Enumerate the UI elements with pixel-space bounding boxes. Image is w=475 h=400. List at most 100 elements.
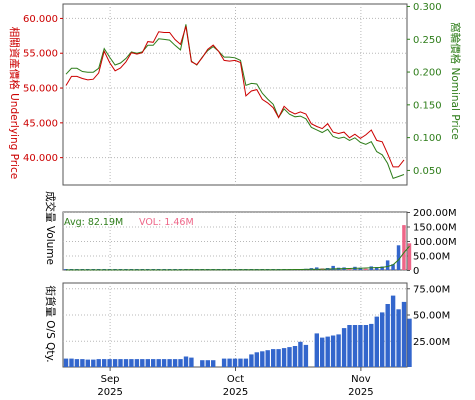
os-qty-bar [151,359,156,367]
os-qty-bar [385,304,390,367]
os-qty-bar [330,335,336,367]
os-qty-bar [200,360,205,367]
os-qty-bar [178,359,183,367]
left-y-tick-label: 60.000 [23,14,58,25]
os-qty-bar [134,359,140,367]
os-qty-bar [221,358,227,367]
volume-average-label: Avg: 82.19M [64,217,123,228]
os-qty-bar [211,360,216,367]
os-qty-bar [107,359,112,367]
x-tick-year-label: 2025 [223,387,248,398]
os-qty-bar [156,359,161,367]
os-qty-bar [341,328,347,367]
os-qty-y-tick-label: 25.00M [413,337,450,348]
os-qty-bar [96,359,101,367]
x-tick-year-label: 2025 [97,387,122,398]
left-y-tick-label: 50.000 [23,84,58,95]
left-y-tick-label: 45.000 [23,118,58,129]
os-qty-bar [172,359,178,367]
os-qty-bar [189,357,194,367]
os-qty-bar [298,341,303,367]
os-qty-bar [380,312,385,367]
os-qty-bar [63,358,69,367]
os-qty-bar [205,360,210,367]
os-qty-bar [320,337,325,367]
price-left-axis-label: 相關資產價格 Underlying Price [8,27,21,179]
os-qty-y-tick-label: 75.00M [413,284,450,295]
left-y-tick-label: 40.000 [23,153,58,164]
os-qty-bar [363,325,369,367]
os-qty-bar [374,316,379,367]
right-y-tick-label: 0.050 [413,166,442,177]
os-qty-bar [281,348,287,367]
os-qty-bar [314,333,319,367]
os-qty-bar [243,358,249,367]
price-right-axis-label: 窩輪價格 Nominal Price [449,22,462,140]
volume-bar [64,269,68,270]
os-qty-bar [123,359,129,367]
os-qty-bar [390,295,396,367]
os-qty-bar [69,358,74,367]
os-qty-bar [352,325,358,367]
volume-bar [396,245,401,270]
volume-y-tick-label: 50.00M [413,252,450,263]
os-qty-bar [167,359,172,367]
volume-bar [391,264,395,270]
os-qty-bar [145,359,150,367]
volume-bar [375,267,379,270]
x-tick-year-label: 2025 [348,387,373,398]
volume-bar [315,267,319,270]
x-tick-month-label: Nov [351,374,371,385]
os-qty-bar [112,359,118,367]
os-qty-bar [227,358,232,367]
os-qty-bar [91,359,96,367]
os-qty-bar [271,349,276,367]
os-qty-bar [358,325,363,367]
os-qty-bar [183,356,189,367]
os-qty-bar [325,336,330,367]
volume-bar [407,243,412,270]
volume-average-line [66,245,410,271]
os-qty-bar [254,352,259,367]
right-y-tick-label: 0.300 [413,2,442,13]
os-qty-bar [85,359,90,367]
underlying-price-line [65,26,405,168]
os-qty-bar [238,358,243,367]
os-qty-y-tick-label: 50.00M [413,311,450,322]
os-qty-axis-label-group: 街貨量 O/S Qty. [44,285,57,362]
os-qty-bar [118,359,123,367]
volume-bar [331,265,335,270]
volume-y-tick-label: 100.00M [413,237,457,248]
os-qty-bar [140,359,145,367]
volume-y-tick-label: 200.00M [413,208,457,219]
right-y-tick-label: 0.250 [413,35,442,46]
nominal-price-axis-label: 窩輪價格 Nominal Price [449,22,462,140]
os-qty-bar [401,301,407,367]
volume-axis-label-group: 成交量 Volume [44,191,57,265]
os-qty-bar [232,358,238,367]
os-qty-bar [260,351,265,368]
volume-y-tick-label: 0 [413,266,419,277]
volume-bar [385,260,390,270]
os-qty-bar [369,323,374,367]
os-qty-bar [249,354,254,367]
os-qty-bar [292,346,298,367]
os-qty-bar [347,325,352,367]
left-y-tick-label: 55.000 [23,49,58,60]
os-qty-bar [74,359,80,367]
os-qty-bar [265,350,270,367]
volume-bar [380,266,384,270]
right-y-tick-label: 0.200 [413,68,442,79]
os-qty-bar [303,344,309,367]
os-qty-bar [336,334,341,367]
os-qty-bar [396,309,401,368]
os-qty-bar [102,359,107,367]
volume-bar [402,225,406,270]
underlying-price-axis-label: 相關資產價格 Underlying Price [8,27,21,179]
os-qty-bar [276,349,281,367]
volume-current-label: VOL: 1.46M [139,217,194,228]
volume-bar [347,268,352,270]
os-qty-bar [161,359,167,367]
os-qty-bar [129,359,134,367]
